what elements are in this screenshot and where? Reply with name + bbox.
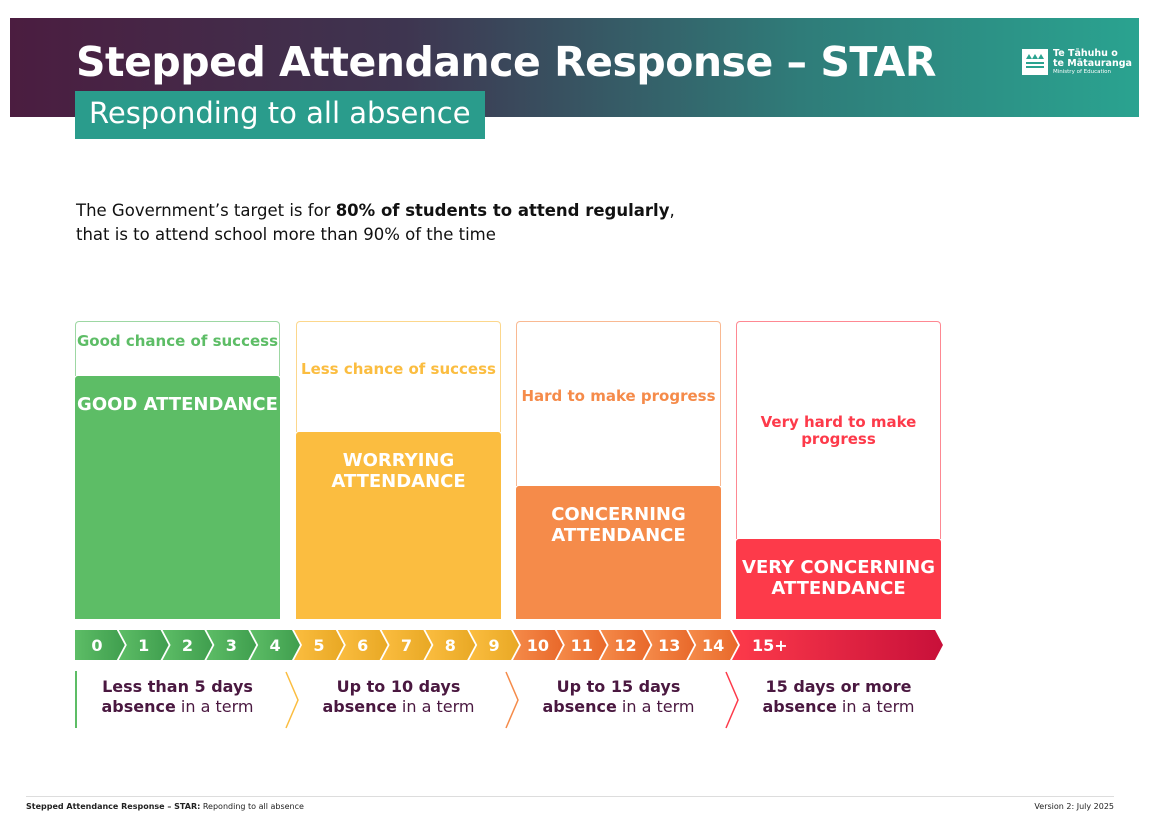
- attendance-level-bar: CONCERNING ATTENDANCE: [516, 486, 721, 619]
- day-number: 15+: [752, 636, 788, 655]
- day-chevron: [206, 630, 257, 660]
- absence-description: Up to 10 days absence in a term: [322, 677, 475, 716]
- day-number: 12: [614, 636, 636, 655]
- day-chevron: [294, 630, 344, 660]
- logo-text: te Mātauranga: [1053, 58, 1132, 69]
- chevron-divider-icon: [505, 671, 519, 729]
- day-chevron: [118, 630, 169, 660]
- ministry-logo: Te Tāhuhu o te Mātauranga Ministry of Ed…: [1022, 49, 1132, 75]
- day-chevron: [732, 630, 943, 660]
- day-chevron: [644, 630, 695, 660]
- day-number: 13: [658, 636, 680, 655]
- logo-text: Te Tāhuhu o: [1053, 48, 1118, 59]
- day-number: 0: [91, 636, 102, 655]
- day-number: 2: [182, 636, 193, 655]
- page-subtitle: Responding to all absence: [75, 91, 485, 139]
- attendance-level-bar: WORRYING ATTENDANCE: [296, 432, 501, 619]
- day-chevron: [425, 630, 476, 660]
- day-number: 14: [702, 636, 724, 655]
- day-number: 5: [313, 636, 324, 655]
- day-number: 7: [401, 636, 412, 655]
- attendance-level-bar: GOOD ATTENDANCE: [75, 376, 280, 619]
- day-chevron: [600, 630, 651, 660]
- chevron-divider-icon: [285, 671, 299, 729]
- chance-label: Hard to make progress: [516, 321, 721, 486]
- days-absent-scale: 0 1 2 3 4 5 6 7 8 9 10 11 12 13 14 15+: [75, 630, 943, 660]
- intro-text: The Government’s target is for 80% of st…: [76, 201, 675, 244]
- chevron-divider-icon: [725, 671, 739, 729]
- day-chevron: [162, 630, 213, 660]
- attendance-level-bar: VERY CONCERNING ATTENDANCE: [736, 539, 941, 619]
- day-number: 1: [138, 636, 149, 655]
- day-number: 10: [527, 636, 549, 655]
- chance-label: Very hard to make progress: [736, 321, 941, 539]
- day-chevron: [469, 630, 519, 660]
- day-chevron: [381, 630, 432, 660]
- chance-label: Less chance of success: [296, 321, 501, 432]
- footer-version: Version 2: July 2025: [1034, 802, 1114, 811]
- absence-description: Less than 5 days absence in a term: [101, 677, 254, 716]
- day-chevron: [556, 630, 607, 660]
- day-number: 3: [226, 636, 237, 655]
- day-chevron: [75, 630, 125, 660]
- day-chevron: [250, 630, 300, 660]
- footer-left: Stepped Attendance Response – STAR: Repo…: [26, 802, 304, 811]
- footer-divider: [26, 796, 1114, 797]
- page-title: Stepped Attendance Response – STAR: [76, 38, 936, 86]
- day-number: 8: [445, 636, 456, 655]
- divider-line: [75, 671, 77, 728]
- day-number: 4: [270, 636, 281, 655]
- logo-text: Ministry of Education: [1053, 69, 1112, 75]
- day-chevron: [337, 630, 388, 660]
- day-number: 9: [489, 636, 500, 655]
- day-number: 11: [571, 636, 593, 655]
- absence-description: Up to 15 days absence in a term: [542, 677, 695, 716]
- day-chevron: [688, 630, 738, 660]
- day-number: 6: [357, 636, 368, 655]
- chance-label: Good chance of success: [75, 321, 280, 376]
- logo-mark-icon: [1022, 49, 1048, 75]
- absence-description: 15 days or more absence in a term: [762, 677, 915, 716]
- day-chevron: [513, 630, 563, 660]
